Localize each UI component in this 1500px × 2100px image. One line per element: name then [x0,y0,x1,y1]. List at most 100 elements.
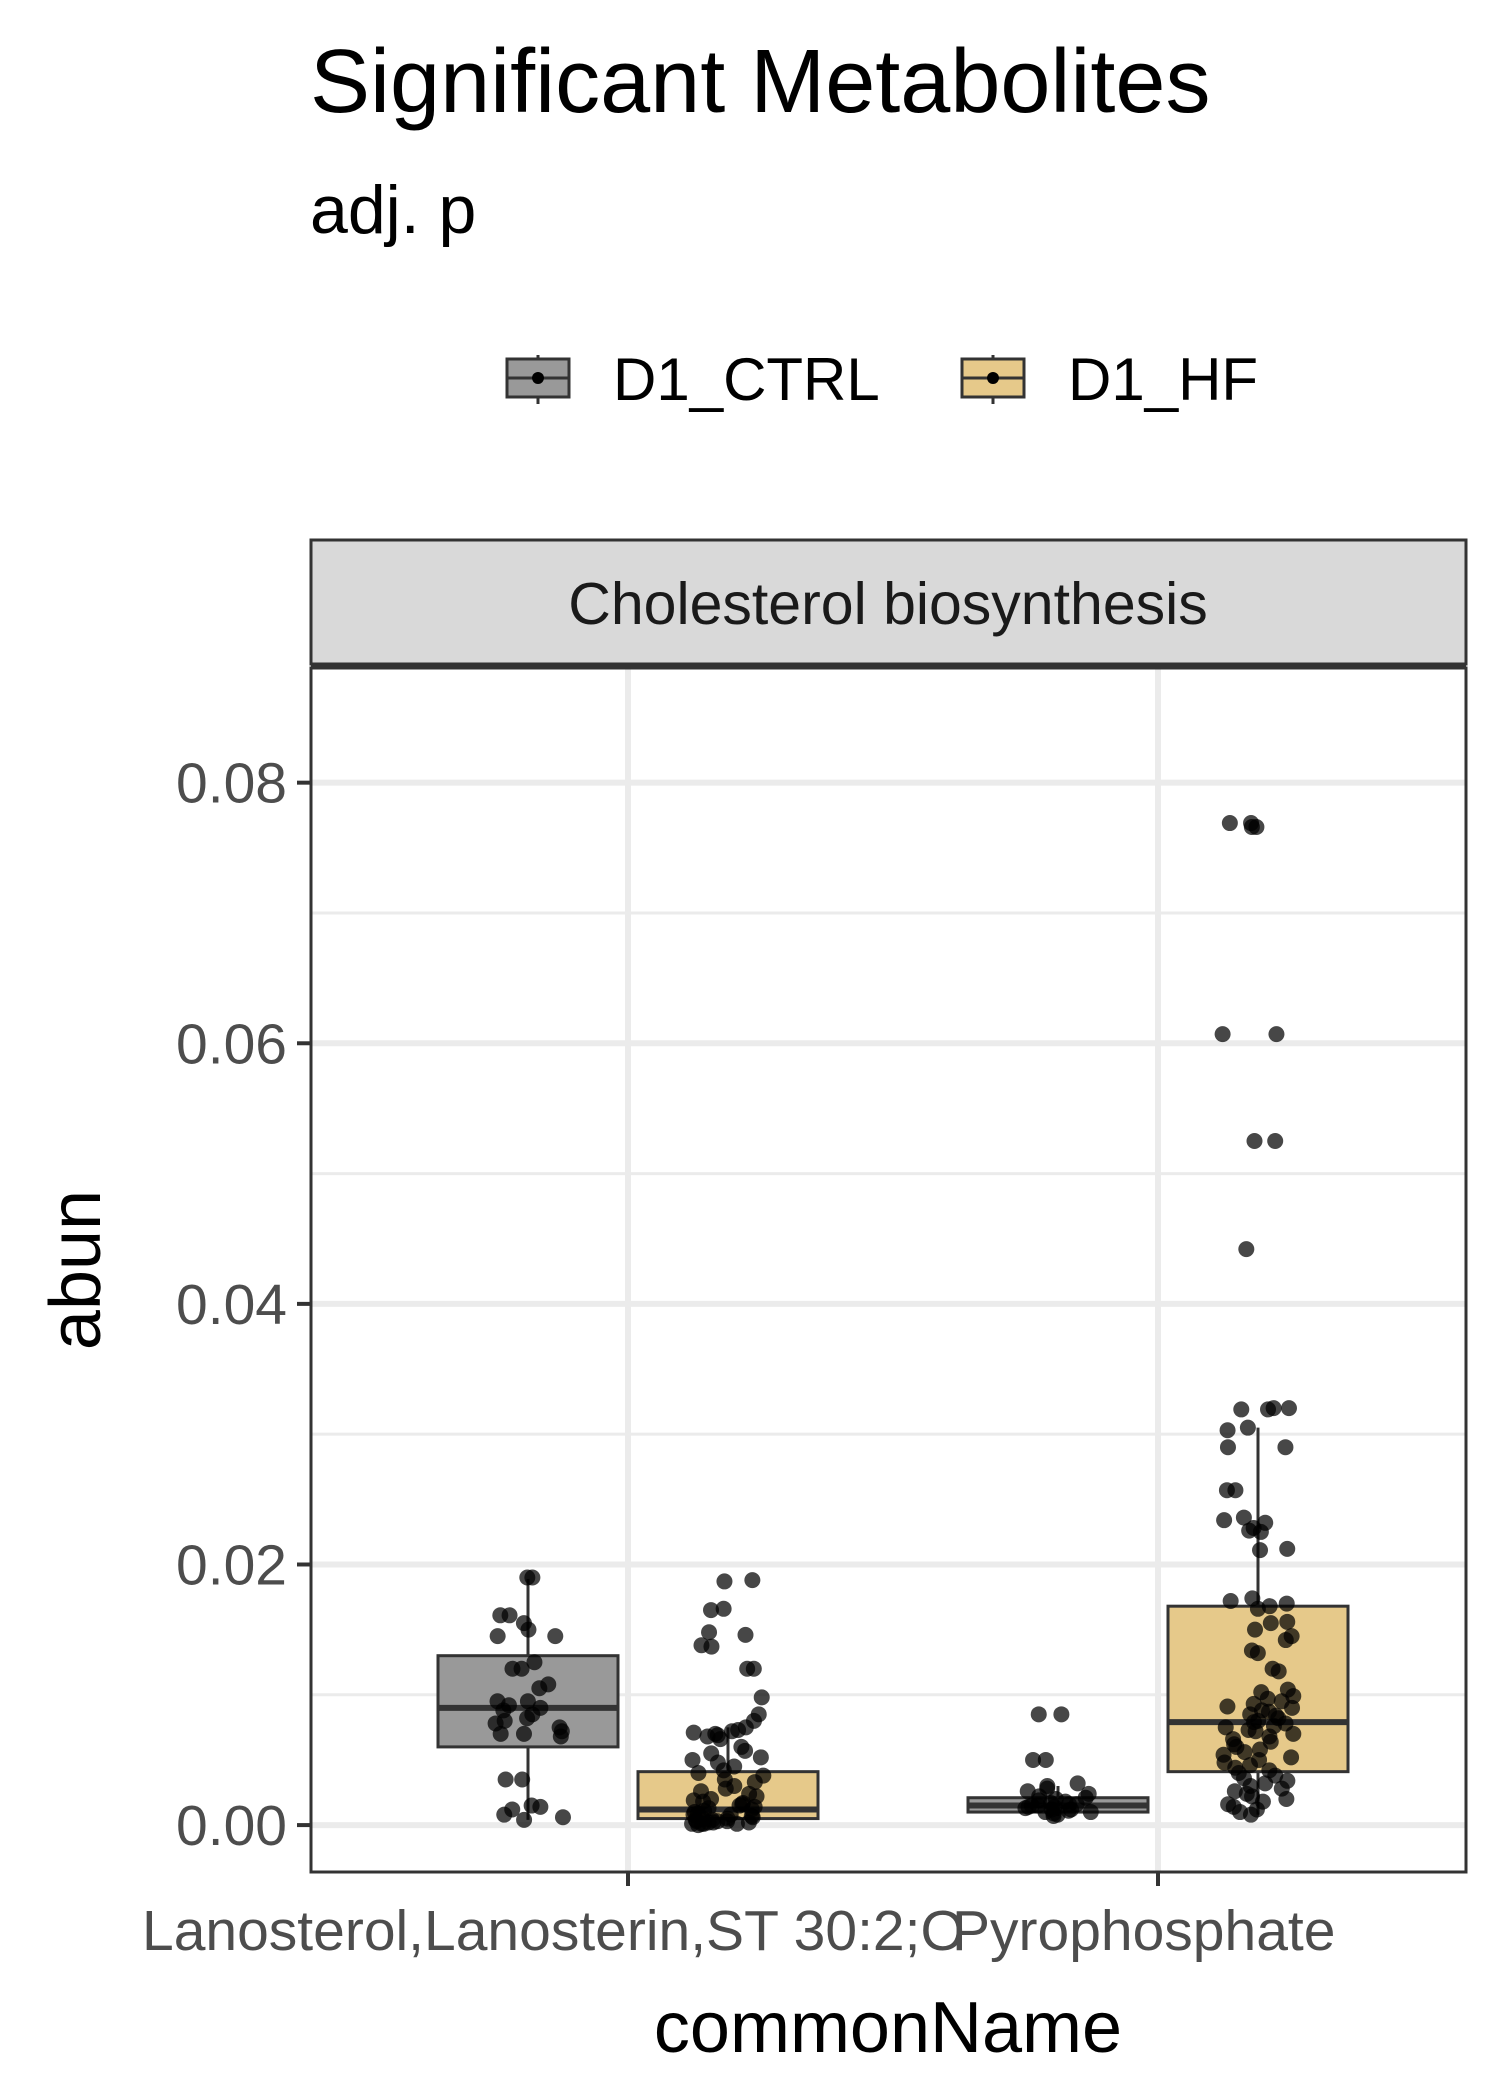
data-point [717,1780,734,1797]
legend-label-ctrl: D1_CTRL [613,346,880,413]
data-point [1270,1663,1287,1680]
data-point [1082,1804,1099,1821]
x-axis: Lanosterol,Lanosterin,ST 30:2;OPyrophosp… [142,1872,1335,1963]
data-point [703,1602,720,1619]
data-point [1242,1757,1259,1774]
data-point [1249,1600,1266,1617]
data-point [489,1628,506,1645]
data-point [737,1626,754,1643]
data-point [501,1607,518,1624]
data-point [1235,1509,1252,1526]
data-point [554,1809,571,1826]
data-point [1279,1540,1296,1557]
data-point [1279,1613,1296,1630]
data-point [1268,1026,1285,1043]
data-point [684,1751,701,1768]
panel-border [309,666,1468,1874]
data-point [1214,1026,1231,1043]
facet-strip: Cholesterol biosynthesis [309,538,1468,669]
data-point [1045,1807,1062,1824]
facet-strip-label: Cholesterol biosynthesis [568,571,1208,637]
data-point [1053,1706,1070,1723]
data-point [716,1573,733,1590]
x-tick-label: Lanosterol,Lanosterin,ST 30:2;O [142,1899,965,1963]
y-axis-title: abun [36,1190,116,1350]
data-point [1277,1632,1294,1649]
jitter-points [487,815,1302,1834]
chart-subtitle: adj. p [310,172,476,248]
legend-label-hf: D1_HF [1068,346,1258,413]
data-point [728,1815,745,1832]
data-point [723,1723,740,1740]
data-point [1247,1621,1264,1638]
data-point [1278,1791,1295,1808]
y-tick-label: 0.06 [176,1012,287,1076]
data-point [504,1660,521,1677]
data-point [496,1806,513,1823]
data-point [737,1742,754,1759]
data-point [740,1814,757,1831]
data-point [519,1693,536,1710]
y-axis: 0.00 0.02 0.04 0.06 0.08 [176,752,311,1858]
panel [309,666,1468,1874]
data-point [1243,818,1260,835]
data-point [531,1680,548,1697]
data-point [526,1654,543,1671]
data-point [524,1569,541,1586]
data-point [497,1771,514,1788]
data-point [1247,1723,1264,1740]
data-point [1069,1775,1086,1792]
data-point [699,1728,716,1745]
data-point [703,1638,720,1655]
data-point [1238,1241,1255,1258]
data-point [1241,1522,1258,1539]
y-tick-label: 0.04 [176,1273,287,1337]
data-point [1267,1133,1284,1149]
data-point [519,1710,536,1727]
data-point [712,1731,729,1748]
data-point [1242,1806,1259,1823]
data-point [516,1811,533,1828]
data-point [1233,1401,1250,1418]
data-point [1249,1645,1266,1662]
data-point [715,1600,732,1617]
data-point [1283,1749,1300,1766]
data-point [1278,1595,1295,1612]
data-point [753,1689,770,1706]
data-point [701,1624,718,1641]
data-point [1217,1719,1234,1736]
data-point [752,1749,769,1766]
data-point [520,1621,537,1638]
data-point [552,1728,569,1745]
data-point [1257,1775,1274,1792]
data-point [1219,1698,1236,1715]
data-point [1219,1439,1236,1456]
data-point [547,1628,564,1645]
data-point [1252,1523,1269,1540]
y-tick-label: 0.00 [176,1794,287,1858]
data-point [1285,1725,1302,1742]
x-tick-label: Pyrophosphate [952,1899,1335,1963]
legend-key-hf [960,355,1026,404]
legend: D1_CTRL D1_HF [505,346,1258,413]
data-point [514,1771,531,1788]
data-point [744,1572,761,1589]
data-point [1037,1751,1054,1768]
data-point [1226,1783,1243,1800]
data-point [1246,1133,1263,1149]
data-point [1227,1482,1244,1499]
data-point [1222,1592,1239,1609]
data-point [492,1725,509,1742]
data-point [745,1660,762,1677]
data-point [690,1764,707,1781]
x-axis-title: commonName [654,1988,1122,2068]
data-point [1025,1751,1042,1768]
data-point [515,1725,532,1742]
data-point [1221,815,1238,832]
legend-key-ctrl [505,355,571,404]
data-point [532,1798,549,1815]
facet-strip-background [309,538,1468,666]
data-point [1239,1419,1256,1436]
data-point [1236,1744,1253,1761]
